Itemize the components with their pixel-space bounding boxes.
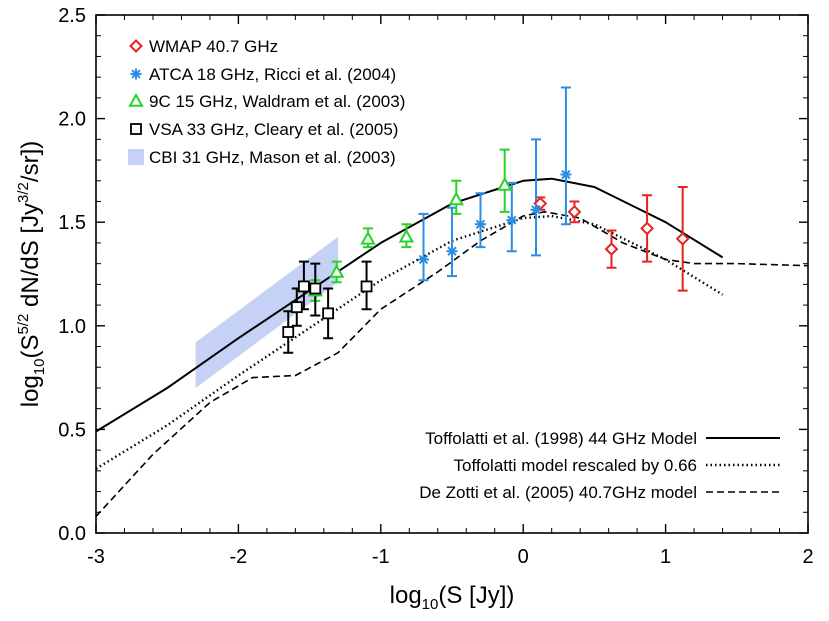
data-point-asterisk	[418, 253, 430, 265]
y-tick-label: 0.0	[58, 523, 86, 545]
x-tick-label: -2	[230, 546, 248, 568]
legend-marker	[130, 68, 142, 80]
data-point-square	[282, 326, 295, 338]
data-point-diamond	[604, 242, 619, 257]
legend-marker	[128, 92, 144, 107]
legend-symbol-cbi	[128, 149, 144, 165]
legend-label-vsa: VSA 33 GHz, Cleary et al. (2005)	[149, 120, 398, 139]
x-tick-label: 1	[660, 546, 671, 568]
plot-frame	[95, 14, 809, 534]
data-point-triangle	[360, 230, 376, 245]
x-tick-label: 0	[518, 546, 529, 568]
legend-label-rescaled: Toffolatti model rescaled by 0.66	[454, 456, 698, 475]
legend-symbol-wmap	[129, 39, 143, 53]
x-tick-label: -3	[87, 546, 105, 568]
legend-label-cbi: CBI 31 GHz, Mason et al. (2003)	[149, 148, 396, 167]
x-axis-title: log10(S [Jy])	[390, 582, 515, 613]
data-point-triangle	[448, 191, 464, 206]
data-point-triangle	[328, 263, 345, 278]
x-tick-label: 2	[802, 546, 813, 568]
model-curve-dashed	[95, 211, 809, 517]
legend-label-wmap: WMAP 40.7 GHz	[149, 37, 278, 56]
data-point-triangle	[496, 176, 513, 191]
y-tick-label: 2.0	[58, 109, 86, 131]
cbi-band	[195, 236, 339, 388]
legend-symbol-atca	[130, 68, 142, 80]
error-bar	[560, 86, 571, 226]
y-tick-label: 0.5	[58, 419, 86, 441]
legend-marker	[130, 123, 142, 135]
axis-ticks	[95, 14, 809, 534]
data-point-square	[309, 282, 322, 295]
data-point-asterisk	[560, 169, 572, 181]
data-markers	[282, 169, 690, 338]
data-point-diamond	[675, 231, 690, 246]
legend-band-swatch	[128, 149, 144, 165]
legend-marker	[129, 39, 143, 53]
data-point-square	[298, 280, 310, 293]
legend-symbol-vsa	[130, 123, 142, 135]
data-point-asterisk	[474, 218, 486, 230]
data-point-diamond	[567, 204, 582, 219]
legend-label-dezotti: De Zotti et al. (2005) 40.7GHz model	[419, 483, 697, 502]
legend-symbol-9c	[128, 92, 144, 107]
data-point-square	[360, 280, 373, 293]
cbi-band-layer	[195, 236, 339, 388]
legend-label-9c: 9C 15 GHz, Waldram et al. (2003)	[149, 92, 405, 111]
error-bar	[418, 212, 429, 282]
data-point-asterisk	[506, 214, 518, 226]
x-tick-label: -1	[372, 546, 390, 568]
data-point-square	[322, 307, 335, 320]
data-point-diamond	[640, 221, 655, 236]
data-point-triangle	[398, 228, 415, 243]
legend-models: Toffolatti et al. (1998) 44 GHz Model To…	[419, 429, 780, 502]
model-curve-solid	[95, 177, 724, 433]
legend-label-atca: ATCA 18 GHz, Ricci et al. (2004)	[149, 65, 396, 84]
error-bar	[531, 138, 542, 257]
data-point-square	[290, 301, 303, 314]
y-tick-label: 1.0	[58, 316, 86, 338]
data-point-asterisk	[446, 245, 458, 257]
data-point-asterisk	[530, 204, 542, 216]
legend-data: WMAP 40.7 GHz ATCA 18 GHz, Ricci et al. …	[128, 37, 405, 167]
tick-labels: -3 -2 -1 0 1 2 0.0 0.5 1.0 1.5 2.0 2.5	[58, 5, 813, 568]
y-tick-label: 1.5	[58, 212, 86, 234]
y-tick-label: 2.5	[58, 5, 86, 27]
legend-label-toffolatti: Toffolatti et al. (1998) 44 GHz Model	[425, 429, 697, 448]
y-axis-title: log10(S5/2 dN/dS [Jy3/2/sr])	[15, 141, 48, 407]
